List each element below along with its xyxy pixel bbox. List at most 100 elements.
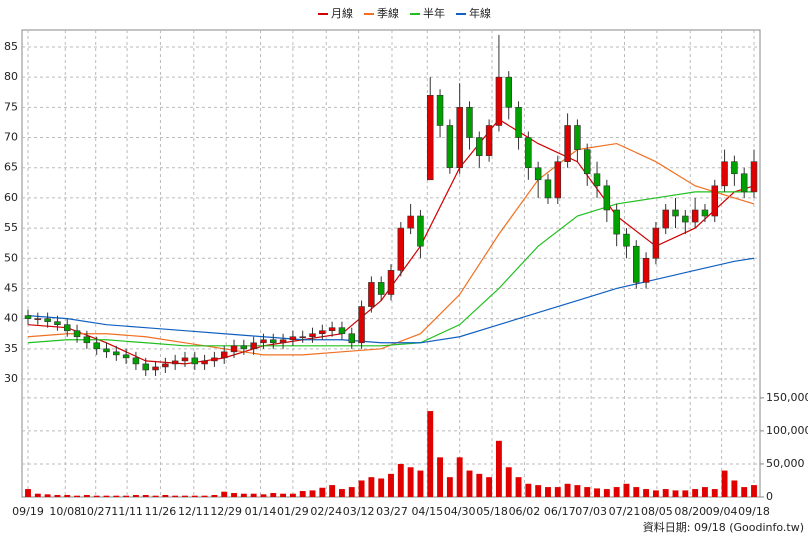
candle-body: [417, 215, 424, 247]
volume-bar: [250, 493, 257, 497]
candle-body: [476, 137, 483, 156]
candle-body: [132, 357, 140, 365]
volume-bar: [662, 489, 669, 497]
volume-bar: [584, 487, 591, 497]
volume-bar: [456, 457, 463, 497]
volume-bar: [643, 489, 650, 497]
moving-average-line: [27, 191, 754, 347]
candle-body: [633, 245, 640, 283]
volume-bar: [594, 488, 600, 497]
volume-bar: [240, 493, 247, 497]
candle-body: [525, 137, 532, 169]
volume-bar: [172, 495, 179, 497]
volume-bar: [407, 467, 414, 497]
y-tick-label: 65: [4, 161, 18, 174]
x-tick-label: 12/11: [178, 505, 210, 518]
candle-body: [387, 270, 395, 295]
volume-bar: [132, 495, 139, 497]
volume-bar: [368, 477, 375, 497]
volume-bar: [564, 483, 571, 497]
moving-average-line: [27, 257, 755, 344]
candle-body: [731, 161, 738, 175]
volume-bar: [525, 483, 532, 497]
candle-body: [358, 306, 365, 344]
candle-body: [544, 179, 552, 199]
candle-body: [289, 336, 297, 341]
y-tick-label: 85: [4, 40, 18, 53]
candle-body: [309, 333, 316, 338]
y-tick-label: 55: [4, 221, 18, 234]
volume-bar: [113, 495, 120, 497]
volume-bar: [142, 495, 149, 497]
candle-body: [250, 342, 257, 350]
candle-body: [436, 94, 444, 126]
candle-body: [446, 125, 454, 169]
candle-body: [603, 185, 611, 211]
legend-label: 半年: [423, 6, 445, 20]
x-tick-label: 01/14: [245, 505, 277, 518]
y-tick-label: 75: [4, 100, 18, 113]
volume-bar: [329, 485, 336, 497]
volume-bar: [54, 495, 61, 497]
volume-bar: [446, 477, 453, 497]
candle-body: [142, 363, 149, 371]
candle-body: [299, 336, 306, 339]
volume-bar: [515, 477, 522, 497]
x-tick-label: 03/27: [376, 505, 408, 518]
volume-bar: [672, 490, 679, 497]
candle-body: [583, 149, 591, 175]
volume-bar: [574, 485, 581, 497]
candle-body: [642, 257, 650, 283]
legend-label: 季線: [377, 6, 399, 20]
volume-bar: [378, 478, 385, 497]
volume-bar: [613, 487, 620, 497]
x-tick-label: 10/08: [49, 505, 81, 518]
candle-body: [83, 336, 91, 344]
x-tick-label: 09/04: [706, 505, 738, 518]
candle-body: [740, 173, 748, 193]
volume-bar: [535, 485, 542, 497]
volume-bar: [633, 487, 640, 497]
candle-body: [426, 94, 434, 181]
volume-bar: [692, 489, 699, 497]
volume-bar: [486, 477, 493, 497]
legend-label: 月線: [331, 6, 353, 20]
volume-bar: [201, 495, 208, 497]
x-tick-label: 06/17: [544, 505, 576, 518]
volume-bar: [280, 493, 287, 497]
candle-body: [466, 107, 473, 138]
volume-bar: [397, 463, 404, 497]
volume-bar: [93, 495, 100, 497]
y-tick-label: 35: [4, 342, 18, 355]
volume-bar: [64, 495, 71, 497]
candle-body: [201, 360, 208, 365]
source-note: 資料日期: 09/18 (Goodinfo.tw): [643, 520, 804, 534]
candle-body: [515, 107, 522, 138]
volume-bar: [741, 487, 748, 497]
volume-bar: [417, 470, 424, 497]
y-tick-label: 60: [4, 191, 18, 204]
x-tick-label: 11/26: [145, 505, 177, 518]
y-tick-label: 45: [4, 281, 18, 294]
volume-bar: [162, 495, 169, 497]
volume-bar: [358, 480, 365, 497]
candle-body: [574, 125, 581, 150]
volume-bar: [554, 487, 561, 497]
candle-body: [691, 209, 699, 223]
volume-bar: [348, 487, 355, 497]
candle-body: [270, 339, 277, 344]
candle-body: [485, 125, 493, 156]
candle-body: [652, 227, 660, 259]
x-tick-label: 08/05: [641, 505, 673, 518]
candle-body: [220, 351, 228, 359]
candle-body: [211, 357, 218, 362]
volume-bar: [711, 489, 718, 497]
y-tick-label: 80: [4, 70, 18, 83]
candle-body: [338, 327, 346, 335]
volume-bar: [44, 494, 51, 497]
volume-bar: [437, 457, 443, 497]
candle-body: [54, 321, 61, 325]
candle-body: [319, 330, 326, 335]
candle-body: [377, 282, 385, 295]
